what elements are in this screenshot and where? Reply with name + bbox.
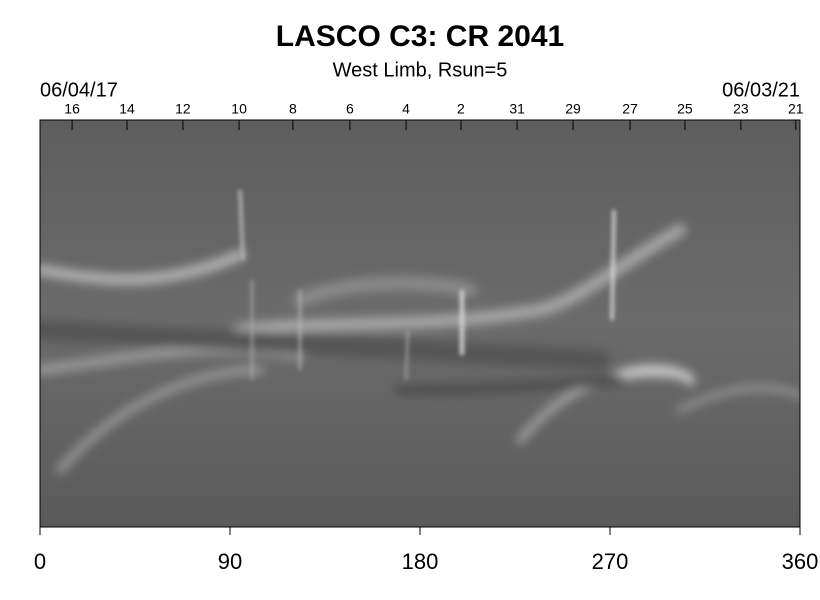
x-tick-label: 360 — [782, 549, 819, 574]
top-tick-label: 14 — [119, 101, 135, 117]
x-tick-label: 90 — [218, 549, 242, 574]
top-tick-label: 10 — [231, 101, 247, 117]
top-tick-label: 8 — [289, 101, 297, 117]
end-date: 06/03/21 — [722, 79, 800, 101]
top-tick-label: 12 — [175, 101, 191, 117]
x-tick-label: 270 — [592, 549, 629, 574]
top-tick-label: 21 — [788, 101, 804, 117]
start-date: 06/04/17 — [40, 79, 118, 101]
top-tick-label: 23 — [733, 101, 749, 117]
chart-subtitle: West Limb, Rsun=5 — [333, 59, 508, 81]
top-tick-label: 27 — [622, 101, 638, 117]
top-tick-label: 6 — [346, 101, 354, 117]
top-tick-label: 2 — [457, 101, 465, 117]
top-tick-label: 29 — [565, 101, 581, 117]
x-tick-label: 0 — [34, 549, 46, 574]
chart-title: LASCO C3: CR 2041 — [276, 20, 564, 53]
top-tick-label: 25 — [677, 101, 693, 117]
top-tick-label: 16 — [64, 101, 80, 117]
top-tick-label: 4 — [402, 101, 410, 117]
x-tick-label: 180 — [402, 549, 439, 574]
top-tick-label: 31 — [509, 101, 525, 117]
synoptic-image — [40, 120, 800, 527]
